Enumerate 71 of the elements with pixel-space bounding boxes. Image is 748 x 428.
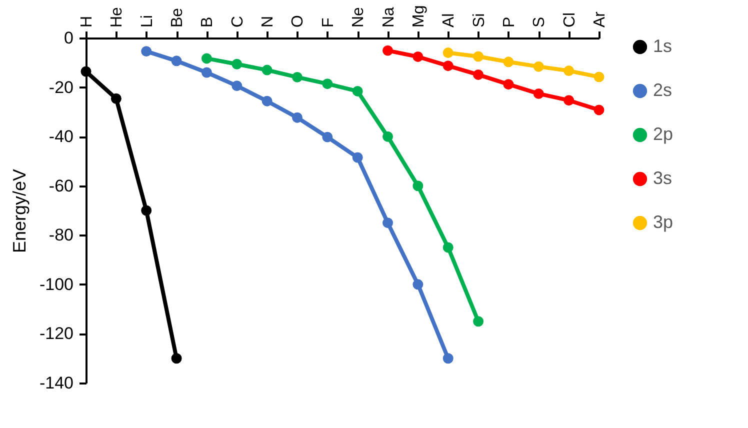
point: [201, 53, 212, 64]
point: [564, 95, 574, 106]
y-tick-label: -80: [48, 226, 74, 245]
point: [442, 242, 454, 253]
x-tick-label: F: [320, 18, 337, 28]
point: [382, 45, 394, 56]
point: [322, 132, 333, 142]
x-tick-label: Al: [440, 13, 458, 28]
y-tick-label: -100: [39, 274, 74, 294]
x-tick-label: S: [531, 16, 548, 28]
point: [503, 56, 514, 68]
x-tick-label: C: [229, 16, 246, 28]
point: [322, 78, 333, 90]
point: [232, 58, 242, 70]
x-tick-label: B: [199, 16, 216, 28]
point: [201, 67, 212, 78]
point: [594, 72, 604, 82]
point: [412, 51, 424, 62]
point: [141, 205, 152, 216]
point: [110, 93, 122, 104]
x-tick-label: H: [78, 16, 96, 28]
point: [412, 279, 424, 290]
y-tick-label: -120: [39, 324, 74, 344]
legend-label: 2p: [653, 124, 674, 144]
point: [382, 131, 394, 142]
x-tick-label: He: [108, 6, 126, 28]
point: [442, 353, 454, 364]
point: [80, 66, 92, 77]
point: [473, 69, 484, 80]
y-tick-label: -140: [39, 374, 74, 392]
point: [442, 60, 454, 72]
x-tick-label: Cl: [561, 12, 578, 28]
y-tick-label: 0: [64, 28, 74, 48]
point: [473, 51, 484, 62]
point: [533, 61, 544, 72]
point: [292, 72, 302, 82]
x-tick-label: Ar: [592, 10, 608, 28]
x-tick-label: Mg: [410, 5, 428, 28]
point: [503, 79, 514, 90]
y-tick-label: -40: [48, 127, 74, 146]
point: [292, 112, 302, 123]
x-tick-label: P: [500, 16, 518, 28]
point: [171, 56, 182, 66]
point: [262, 64, 272, 76]
point: [352, 86, 363, 96]
point: [533, 88, 544, 99]
point: [262, 96, 272, 106]
point: [232, 80, 242, 92]
legend-label: 1s: [653, 36, 672, 56]
y-tick-label: -60: [48, 176, 74, 196]
point: [171, 353, 182, 364]
legend-label: 3s: [653, 168, 672, 188]
x-tick-label: N: [260, 16, 277, 28]
x-tick-label: Si: [470, 13, 488, 28]
point: [442, 48, 454, 58]
point: [594, 104, 604, 116]
y-axis-title: Energy/eV: [9, 168, 30, 254]
legend-label: 3p: [653, 212, 674, 232]
x-tick-label: Na: [380, 6, 398, 28]
point: [352, 152, 363, 163]
legend-label: 2s: [653, 80, 672, 100]
point: [473, 316, 484, 327]
x-tick-label: Li: [138, 15, 156, 28]
point: [412, 180, 424, 192]
x-tick-label: O: [290, 15, 307, 28]
point: [141, 46, 152, 57]
x-tick-label: Ne: [350, 6, 368, 28]
y-tick-label: -20: [48, 78, 74, 97]
x-tick-label: Be: [169, 8, 186, 28]
point: [564, 66, 574, 76]
point: [382, 218, 394, 228]
